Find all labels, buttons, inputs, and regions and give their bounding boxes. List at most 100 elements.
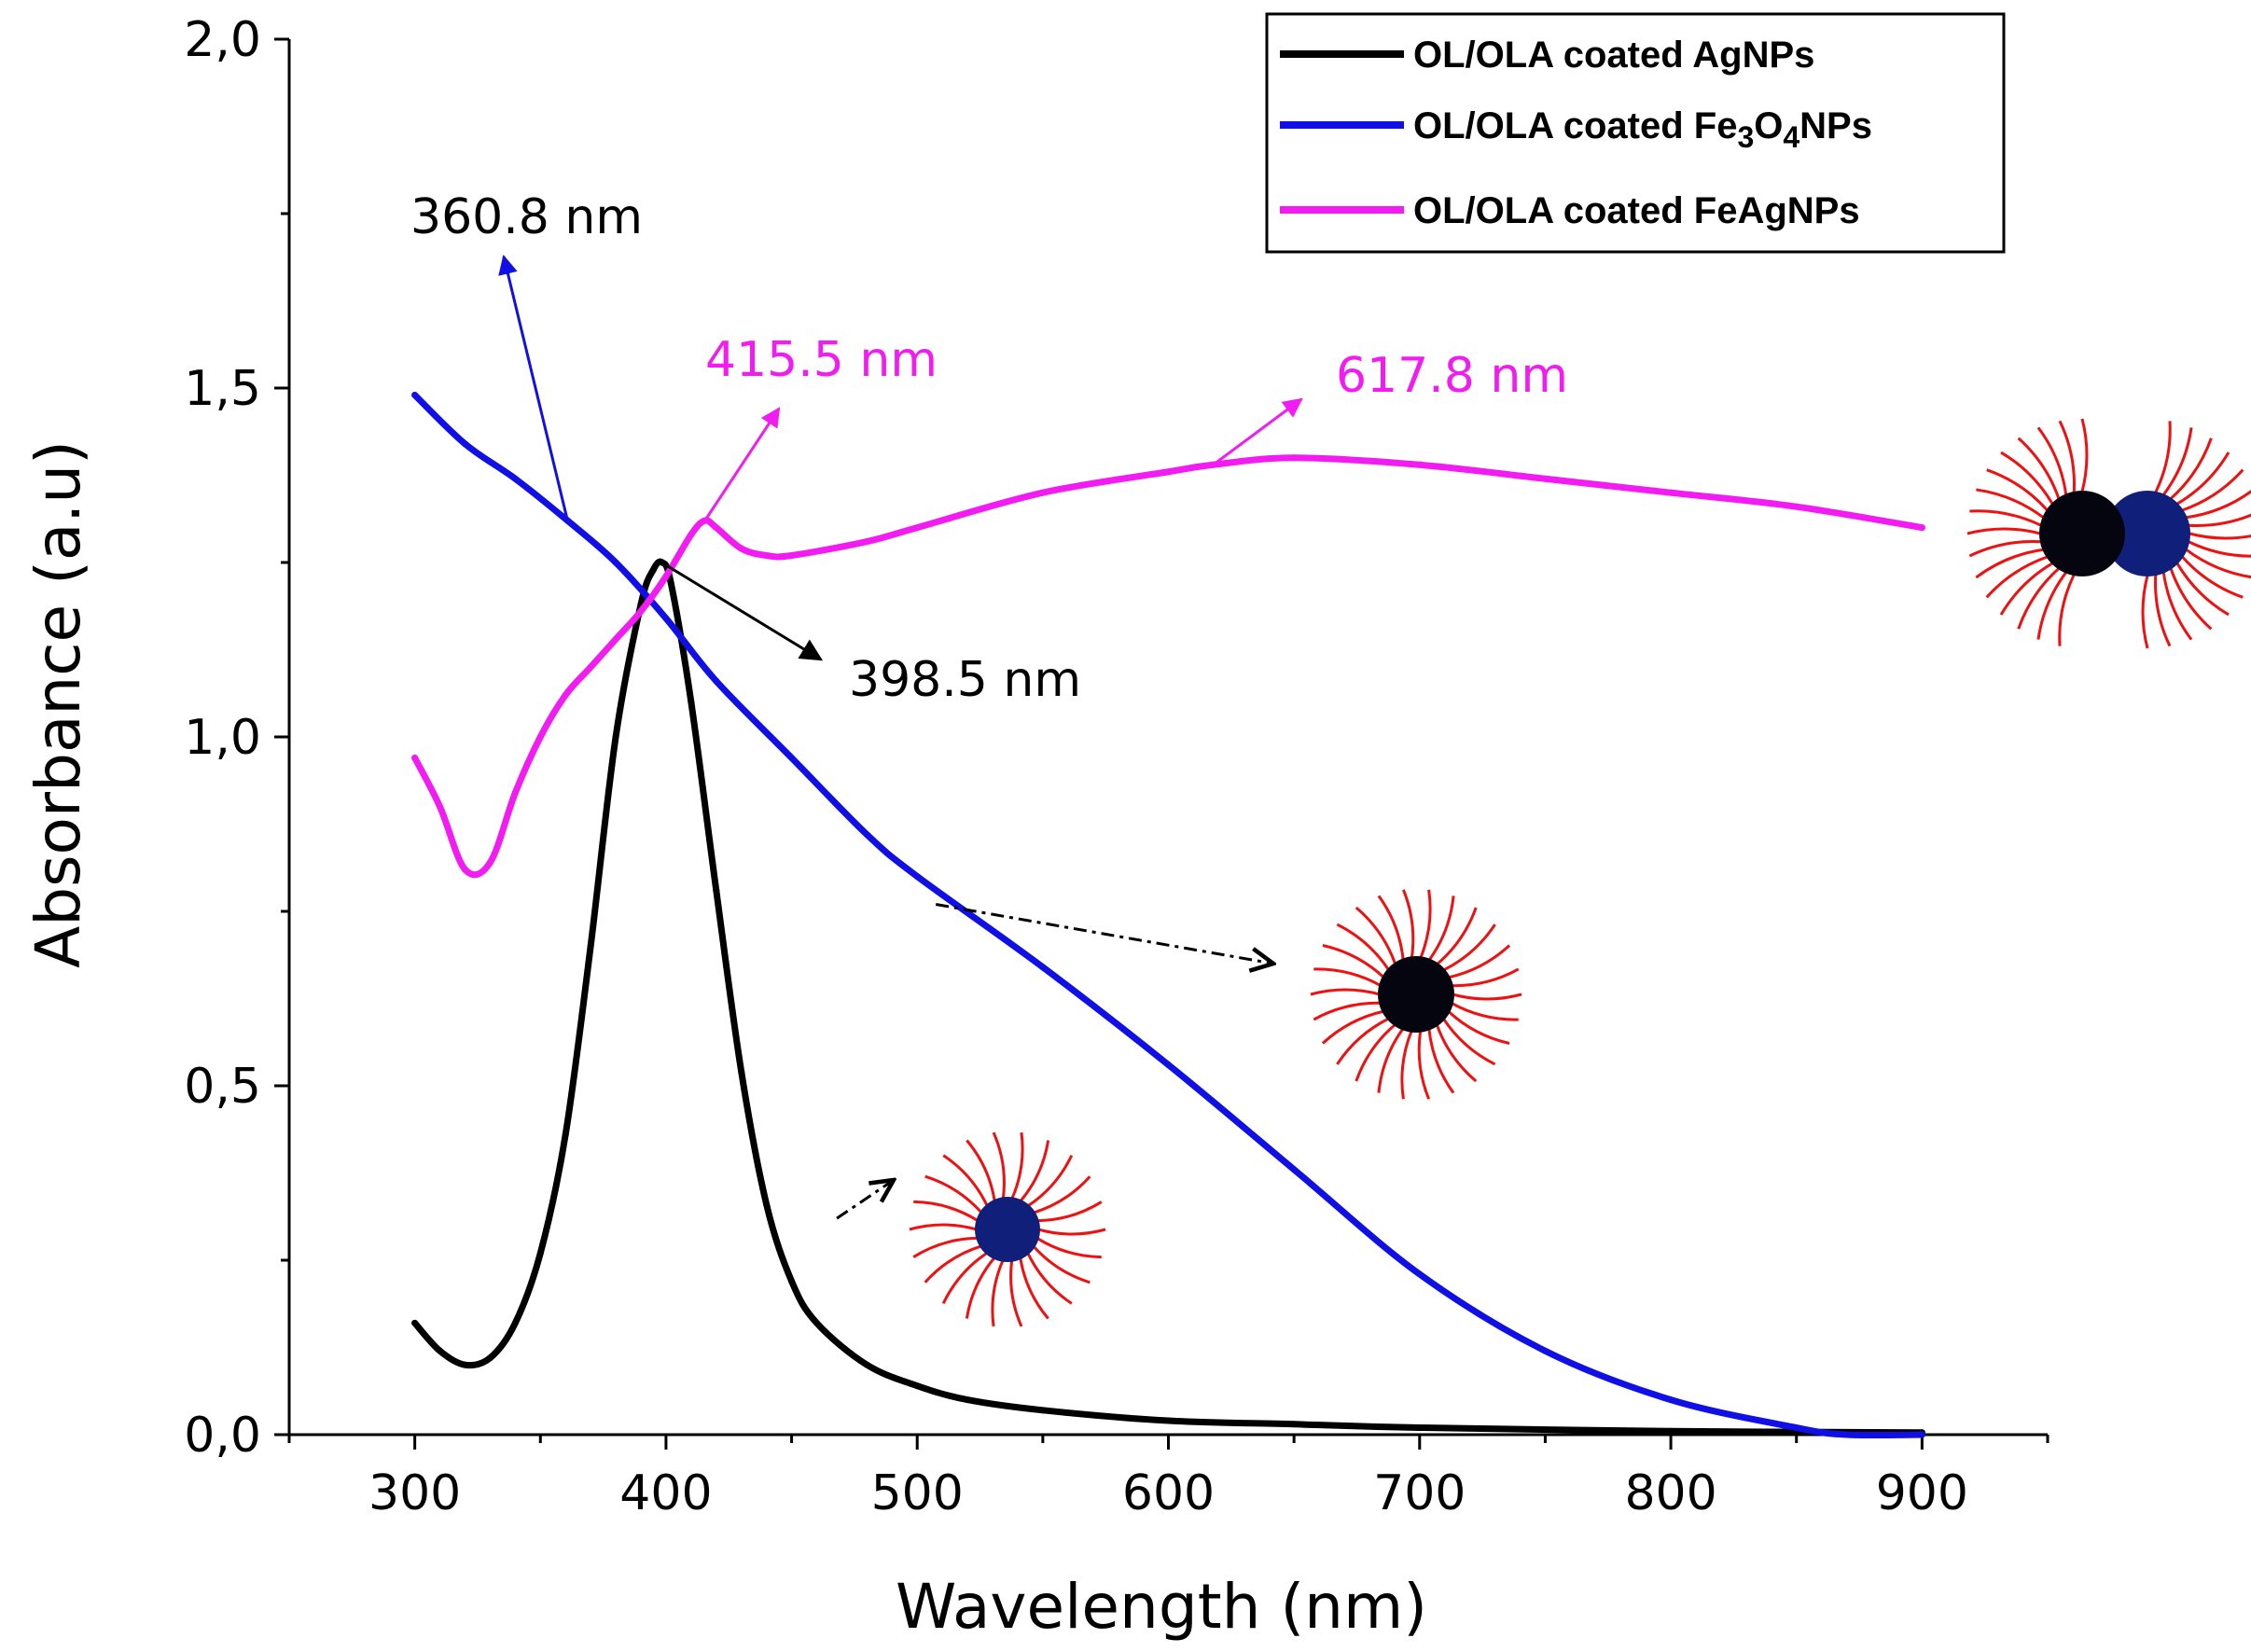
y-tick-label: 0,5 [184,1059,261,1115]
legend-label-feagnps: OL/OLA coated FeAgNPs [1413,190,1860,231]
x-tick-label: 900 [1876,1465,1968,1521]
data-point-feagnps [437,803,444,811]
ligand-chain [1355,1022,1396,1082]
ligand-chain [924,1174,983,1215]
ligand-chain [1313,1001,1382,1021]
annotation-arrow [498,254,569,521]
y-tick-label: 2,0 [184,12,261,68]
ligand-chain [1442,923,1496,972]
ligand-chain [912,1236,979,1258]
data-point-feagnps [1793,503,1800,510]
data-point-feagnps [788,552,796,560]
data-point-agnps [536,1250,544,1257]
ligand-chain [2188,540,2251,558]
annotation-label: 398.5 nm [849,652,1081,708]
data-point-agnps [612,733,619,741]
axes: 300 400 500 600 700 800 900 0,0 0,5 1,0 1,5 2,0 [184,12,2050,1521]
data-point-fe3o4nps [1793,1424,1800,1432]
data-point-agnps [587,942,594,950]
ligand-chain [991,1259,1005,1327]
data-point-feagnps [763,552,771,560]
data-point-fe3o4nps [1165,1062,1172,1069]
ligand-chain [2162,427,2193,496]
data-point-feagnps [1416,461,1424,468]
ligand-chain [2154,421,2172,493]
data-point-feagnps [1667,489,1674,496]
ligand-chain [2185,548,2251,579]
data-point-fe3o4nps [1416,1270,1424,1278]
annotation-label: 415.5 nm [705,332,938,388]
data-point-agnps [659,559,666,566]
ligand-chain [1026,1155,1074,1208]
fe-core [2105,491,2190,576]
ligand-chain [1447,1010,1510,1045]
data-point-feagnps [662,573,670,580]
ligand-chain [1009,1259,1023,1327]
data-point-feagnps [587,663,594,671]
ligand-chain [909,1223,978,1231]
data-point-feagnps [1290,454,1298,462]
ligand-chain [2017,437,2061,500]
ligand-chain [965,1256,996,1319]
ag-core [2039,491,2125,576]
fe3o4-nanoparticle-icon [1310,889,1522,1100]
data-point-feagnps [1165,468,1172,476]
pointer-arrow-fe3o4 [935,903,1273,964]
ligand-chain [2181,468,2244,512]
ligand-chain [2036,571,2067,640]
x-tick-label: 400 [619,1465,712,1521]
ligand-chain [941,1251,989,1304]
ligand-chain [1976,488,2045,519]
ligand-chain [1986,468,2049,512]
ligand-chain [1452,993,1522,1001]
data-point-feagnps [486,859,493,867]
data-point-agnps [437,1347,444,1354]
data-point-agnps [688,699,695,706]
data-point-agnps [667,579,674,587]
annotation-label: 360.8 nm [410,189,643,245]
ligand-chain [2017,567,2061,630]
particle-core [1378,956,1454,1033]
data-point-fe3o4nps [1290,1166,1298,1173]
ligand-chain [1969,509,2042,527]
ligand-chain [1035,1237,1102,1259]
ligand-chain [1019,1256,1049,1320]
ligand-chain [966,1139,996,1202]
data-point-agnps [462,1361,468,1368]
ligand-chain [2000,451,2054,505]
data-point-fe3o4nps [1918,1431,1925,1438]
annotation-label: 617.8 nm [1336,348,1568,404]
data-point-fe3o4nps [662,615,670,622]
data-point-agnps [511,1319,519,1326]
ligand-chain [1019,1140,1050,1202]
data-point-fe3o4nps [713,677,720,685]
x-tick-label: 600 [1122,1465,1215,1521]
ligand-chain [1451,967,1520,988]
data-point-agnps [913,1382,921,1390]
ligand-chain [1435,1023,1478,1083]
data-point-feagnps [688,531,695,538]
ligand-chain [1400,1030,1413,1100]
feag-dimer-nanoparticle-icon [1966,418,2251,649]
data-point-feagnps [913,524,921,532]
data-point-fe3o4nps [411,391,419,398]
ligand-chain [1033,1175,1091,1215]
ligand-chain [1377,1027,1405,1093]
data-point-agnps [486,1354,493,1362]
data-point-agnps [1667,1427,1674,1435]
ligand-chain [1036,1201,1103,1223]
annotations: 360.8 nm 415.5 nm 617.8 nm 398.5 nm [410,189,1568,1220]
legend: OL/OLA coated AgNPs OL/OLA coated Fe3O4NP… [1265,12,2006,254]
ligand-chain [1448,944,1511,979]
data-point-feagnps [713,524,720,532]
ligand-chain [2161,572,2193,641]
data-point-feagnps [612,635,619,643]
ligand-chain [1975,548,2044,579]
x-tick-label: 700 [1373,1465,1466,1521]
y-tick-label: 0,0 [184,1408,261,1464]
data-point-feagnps [637,607,645,615]
ligand-chain [2154,575,2172,647]
ligand-chain [1436,907,1478,966]
ligand-chain [1321,1009,1384,1045]
